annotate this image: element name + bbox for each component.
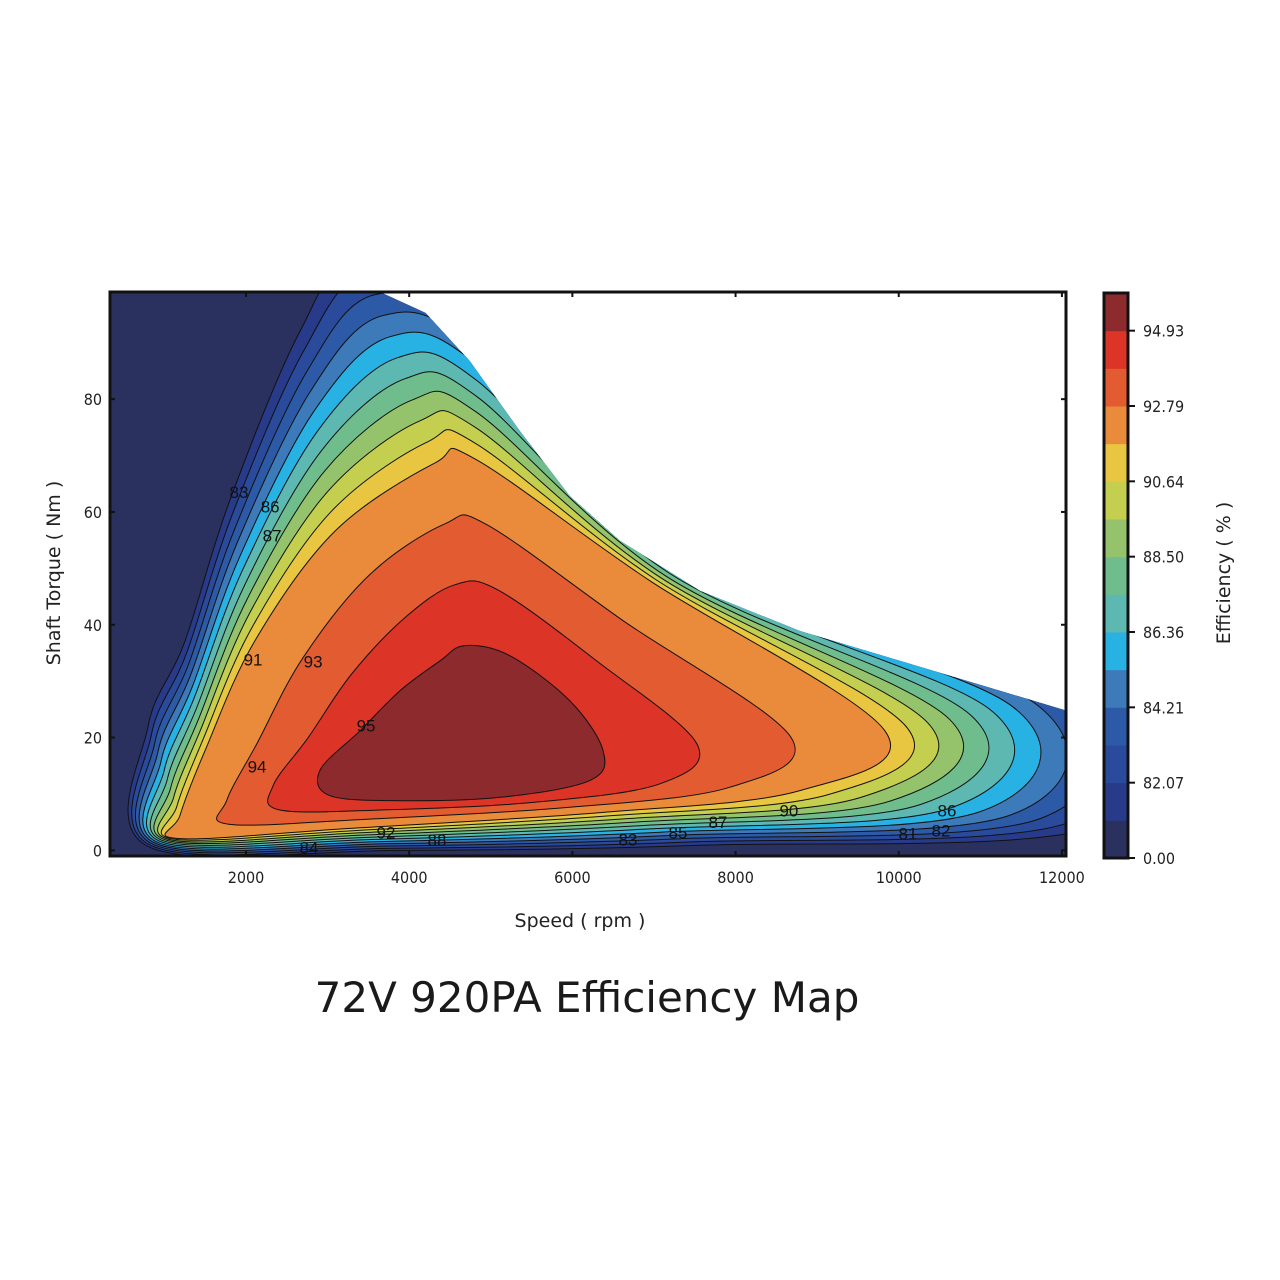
colorbar-segment [1104, 406, 1128, 445]
colorbar-segment [1104, 368, 1128, 407]
colorbar-tick-label: 86.36 [1143, 623, 1184, 642]
contour-label: 82 [932, 822, 951, 841]
colorbar-tick-label: 92.79 [1143, 397, 1184, 416]
contour-label: 83 [618, 831, 637, 850]
colorbar-segment [1104, 519, 1128, 558]
x-tick-label: 2000 [228, 868, 265, 887]
y-tick-label: 20 [84, 729, 102, 748]
colorbar-segment [1104, 745, 1128, 784]
x-tick-label: 6000 [554, 868, 591, 887]
contour-band-14 [316, 644, 606, 802]
contour-label: 91 [244, 651, 263, 670]
colorbar-segment [1104, 782, 1128, 821]
colorbar-segment [1104, 669, 1128, 708]
contour-label: 83 [230, 483, 249, 502]
contour-label: 90 [779, 801, 798, 820]
plot-frame [108, 290, 1068, 858]
colorbar-segment [1104, 594, 1128, 633]
contour-label: 85 [668, 823, 687, 842]
contour-label: 86 [937, 801, 956, 820]
contour-label: 95 [357, 717, 376, 736]
x-tick-label: 10000 [876, 868, 922, 887]
colorbar-label: Efficiency ( % ) [1213, 502, 1235, 645]
chart-title: 72V 920PA Efficiency Map [315, 973, 860, 1022]
colorbar-frame [1102, 291, 1130, 860]
x-tick-label: 12000 [1039, 868, 1085, 887]
contour-label: 92 [377, 823, 396, 842]
contour-label: 87 [263, 527, 282, 546]
colorbar-tick-label: 94.93 [1143, 322, 1184, 341]
x-tick-label: 4000 [391, 868, 428, 887]
colorbar-segment [1104, 632, 1128, 671]
x-tick-label: 8000 [717, 868, 754, 887]
axis-ticks: 2000 4000 6000 8000 10000 12000 0 20 40 60 80 [84, 292, 1085, 887]
colorbar: 94.93 92.79 90.64 88.50 86.36 84.21 82.07 0.00 [1102, 291, 1184, 868]
y-tick-label: 40 [84, 616, 102, 635]
x-axis-label: Speed ( rpm ) [515, 910, 646, 932]
colorbar-tick-label: 0.00 [1143, 849, 1175, 868]
colorbar-segment [1104, 481, 1128, 520]
colorbar-segment [1104, 293, 1128, 332]
contour-label: 94 [248, 757, 267, 776]
colorbar-segment [1104, 707, 1128, 746]
colorbar-tick-label: 84.21 [1143, 698, 1184, 717]
colorbar-tick-label: 82.07 [1143, 774, 1184, 793]
plot-area: 83 86 87 91 93 95 94 92 88 84 83 85 87 90 86 81 82 2000 4… [84, 290, 1085, 887]
colorbar-segment [1104, 443, 1128, 482]
contour-label: 88 [428, 831, 447, 850]
colorbar-tick-label: 88.50 [1143, 548, 1184, 567]
colorbar-segment [1104, 330, 1128, 369]
contour-label: 87 [708, 813, 727, 832]
y-tick-label: 60 [84, 503, 102, 522]
y-tick-label: 80 [84, 390, 102, 409]
colorbar-segment [1104, 556, 1128, 595]
contour-label: 86 [261, 497, 280, 516]
contour-label: 84 [300, 839, 319, 858]
contour-bands [110, 292, 1066, 856]
contour-label: 93 [304, 652, 323, 671]
y-tick-label: 0 [93, 841, 102, 860]
colorbar-tick-label: 90.64 [1143, 472, 1184, 491]
contour-labels: 83 86 87 91 93 95 94 92 88 84 83 85 87 90 86 81 82 [230, 483, 957, 857]
colorbar-segment [1104, 820, 1128, 859]
contour-label: 81 [898, 824, 917, 843]
y-axis-label: Shaft Torque ( Nm ) [43, 481, 65, 666]
